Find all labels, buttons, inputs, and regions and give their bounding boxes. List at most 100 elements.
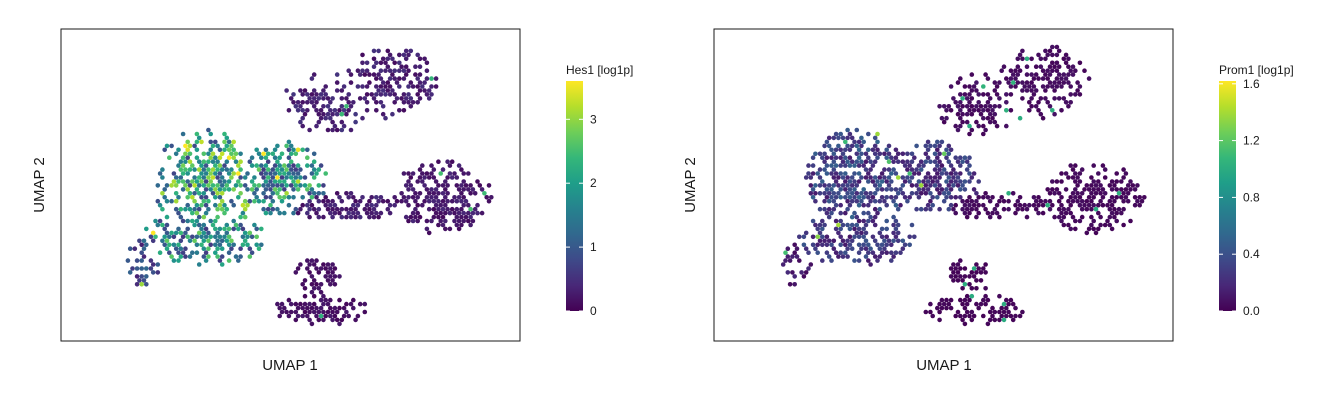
cell-point bbox=[431, 206, 437, 212]
cell-point bbox=[314, 92, 319, 97]
cell-point bbox=[238, 191, 243, 196]
cell-point bbox=[265, 183, 271, 188]
cell-point bbox=[316, 96, 322, 101]
cell-point bbox=[344, 301, 349, 307]
cell-point bbox=[194, 218, 200, 224]
cell-point bbox=[295, 100, 301, 105]
cell-point bbox=[192, 222, 197, 228]
cell-point bbox=[206, 254, 211, 259]
cell-point bbox=[323, 171, 329, 176]
cell-point bbox=[1066, 64, 1071, 69]
cell-point bbox=[861, 195, 866, 200]
cell-point bbox=[325, 198, 331, 204]
cell-point bbox=[192, 198, 197, 204]
cell-point bbox=[208, 171, 213, 176]
cell-point bbox=[443, 218, 448, 224]
cell-point bbox=[318, 282, 324, 287]
cell-point bbox=[173, 206, 179, 212]
cell-point bbox=[831, 167, 837, 172]
cell-point bbox=[279, 183, 285, 188]
cell-point bbox=[900, 175, 906, 180]
cell-point bbox=[1107, 206, 1113, 212]
cell-point bbox=[210, 143, 216, 149]
cell-point bbox=[953, 274, 958, 279]
cell-point bbox=[900, 246, 906, 251]
cell-point bbox=[824, 210, 830, 216]
cell-point bbox=[291, 171, 296, 176]
cell-point bbox=[436, 183, 441, 188]
cell-point bbox=[413, 214, 418, 220]
cell-point bbox=[794, 254, 800, 259]
cell-point bbox=[452, 210, 457, 216]
cell-point bbox=[328, 210, 333, 216]
cell-point bbox=[298, 183, 303, 188]
cell-point bbox=[962, 155, 968, 160]
cell-point bbox=[344, 309, 349, 315]
cell-point bbox=[1066, 56, 1071, 62]
cell-point bbox=[417, 72, 423, 77]
cell-point bbox=[826, 214, 832, 220]
cell-point bbox=[461, 218, 467, 224]
cell-point bbox=[302, 286, 308, 291]
cell-point bbox=[240, 210, 246, 216]
cell-point bbox=[447, 163, 453, 168]
cell-point bbox=[872, 159, 878, 164]
cell-point bbox=[813, 151, 818, 157]
cell-point bbox=[240, 202, 246, 208]
cell-point bbox=[1059, 210, 1064, 216]
cell-point bbox=[305, 266, 310, 271]
cell-point bbox=[1073, 92, 1078, 97]
cell-point bbox=[222, 187, 227, 192]
cell-point bbox=[1063, 171, 1069, 176]
cell-point bbox=[826, 191, 832, 196]
cell-point bbox=[964, 309, 970, 315]
cell-point bbox=[1045, 84, 1050, 89]
cell-point bbox=[923, 175, 929, 180]
cell-point bbox=[339, 214, 345, 220]
cell-point bbox=[286, 163, 292, 168]
cell-point bbox=[822, 183, 827, 188]
cell-point bbox=[983, 104, 988, 109]
cell-point bbox=[1017, 115, 1023, 121]
cell-point bbox=[229, 175, 234, 180]
cell-point bbox=[840, 151, 846, 157]
cell-point bbox=[1096, 210, 1101, 216]
cell-point bbox=[856, 139, 862, 145]
cell-point bbox=[990, 108, 995, 113]
cell-point bbox=[369, 210, 375, 216]
cell-point bbox=[249, 163, 255, 168]
cell-point bbox=[987, 317, 993, 323]
cell-point bbox=[482, 191, 487, 196]
cell-point bbox=[403, 64, 409, 69]
cell-point bbox=[1091, 163, 1096, 168]
cell-point bbox=[829, 155, 834, 160]
cell-point bbox=[217, 147, 223, 153]
cell-point bbox=[433, 195, 439, 200]
cell-point bbox=[882, 238, 887, 244]
cell-point bbox=[185, 139, 190, 145]
cell-point bbox=[1075, 191, 1080, 196]
cell-point bbox=[468, 222, 473, 228]
cell-point bbox=[185, 147, 190, 153]
cell-point bbox=[958, 258, 963, 263]
cell-point bbox=[877, 230, 883, 236]
cell-point bbox=[1114, 171, 1119, 176]
cell-point bbox=[284, 309, 289, 315]
cell-point bbox=[173, 191, 179, 196]
cell-point bbox=[958, 100, 963, 105]
cell-point bbox=[886, 175, 892, 180]
cell-point bbox=[176, 147, 181, 153]
cell-point bbox=[210, 191, 216, 196]
cell-point bbox=[284, 191, 289, 196]
cell-point bbox=[254, 163, 259, 168]
cell-point bbox=[845, 191, 850, 196]
cell-point bbox=[813, 222, 818, 228]
cell-point bbox=[1045, 52, 1050, 58]
cell-point bbox=[256, 183, 262, 188]
cell-point bbox=[962, 210, 968, 216]
cell-point bbox=[284, 88, 289, 93]
cell-point bbox=[875, 131, 880, 137]
cell-point bbox=[836, 222, 841, 228]
cell-point bbox=[930, 179, 935, 184]
cell-point bbox=[309, 163, 315, 168]
